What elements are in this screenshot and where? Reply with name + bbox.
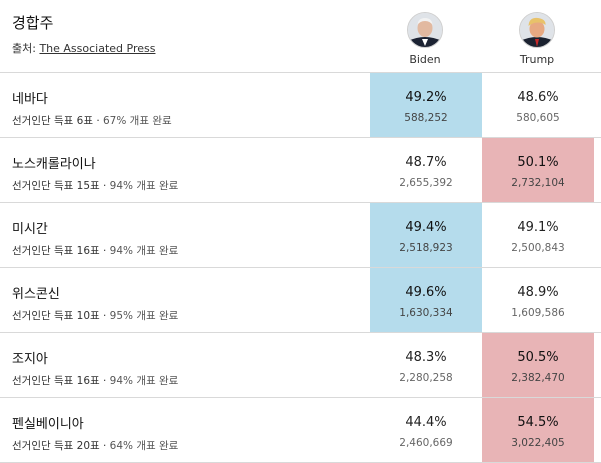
trump-percent: 49.1% [517, 220, 559, 235]
trump-result-cell: 54.5% 3,022,405 [482, 398, 594, 462]
count-progress: 64% 개표 완료 [109, 440, 179, 452]
state-name: 조지아 [12, 352, 48, 367]
separator-dot: · [99, 375, 110, 387]
trump-percent: 50.1% [517, 155, 559, 170]
electoral-votes: 선거인단 득표 6표 [12, 115, 93, 127]
biden-result-cell: 48.7% 2,655,392 [370, 138, 482, 202]
trump-votes: 1,609,586 [511, 307, 565, 319]
trump-votes: 2,382,470 [511, 372, 565, 384]
electoral-votes: 선거인단 득표 20표 [12, 440, 100, 452]
trump-result-cell: 50.1% 2,732,104 [482, 138, 594, 202]
trump-votes: 2,500,843 [511, 242, 565, 254]
separator-dot: · [99, 310, 110, 322]
trump-result-cell: 48.6% 580,605 [482, 73, 594, 137]
trump-votes: 2,732,104 [511, 177, 565, 189]
electoral-votes: 선거인단 득표 16표 [12, 245, 100, 257]
trump-result-cell: 49.1% 2,500,843 [482, 203, 594, 267]
state-name: 노스캐롤라이나 [12, 157, 96, 172]
biden-percent: 49.6% [405, 285, 447, 300]
biden-result-cell: 49.4% 2,518,923 [370, 203, 482, 267]
biden-votes: 1,630,334 [399, 307, 453, 319]
trump-percent: 54.5% [517, 415, 559, 430]
biden-percent: 49.4% [405, 220, 447, 235]
biden-votes: 2,518,923 [399, 242, 453, 254]
count-progress: 94% 개표 완료 [109, 180, 179, 192]
page-title: 경합주 [12, 14, 54, 32]
electoral-votes: 선거인단 득표 16표 [12, 375, 100, 387]
state-name: 미시간 [12, 222, 48, 237]
biden-percent: 48.7% [405, 155, 447, 170]
state-meta: 선거인단 득표 10표 · 95% 개표 완료 [12, 308, 178, 323]
state-meta: 선거인단 득표 16표 · 94% 개표 완료 [12, 243, 178, 258]
biden-result-cell: 49.6% 1,630,334 [370, 268, 482, 332]
biden-percent: 48.3% [405, 350, 447, 365]
count-progress: 94% 개표 완료 [109, 245, 179, 257]
biden-votes: 588,252 [404, 112, 448, 124]
biden-result-cell: 49.2% 588,252 [370, 73, 482, 137]
trump-result-cell: 48.9% 1,609,586 [482, 268, 594, 332]
candidate-header-biden: Biden [370, 12, 480, 66]
biden-votes: 2,280,258 [399, 372, 453, 384]
count-progress: 67% 개표 완료 [103, 115, 172, 127]
biden-percent: 44.4% [405, 415, 447, 430]
source-label: 출처: [12, 42, 40, 55]
state-name: 펜실베이니아 [12, 417, 84, 432]
biden-avatar [407, 12, 443, 48]
biden-result-cell: 48.3% 2,280,258 [370, 333, 482, 397]
separator-dot: · [99, 245, 110, 257]
count-progress: 94% 개표 완료 [109, 375, 179, 387]
state-meta: 선거인단 득표 20표 · 64% 개표 완료 [12, 438, 178, 453]
trump-votes: 580,605 [516, 112, 560, 124]
source-line: 출처: The Associated Press [12, 40, 155, 56]
source-link[interactable]: The Associated Press [39, 42, 156, 55]
trump-percent: 48.6% [517, 90, 559, 105]
trump-avatar [519, 12, 555, 48]
electoral-votes: 선거인단 득표 10표 [12, 310, 100, 322]
state-name: 네바다 [12, 92, 48, 107]
biden-result-cell: 44.4% 2,460,669 [370, 398, 482, 462]
state-meta: 선거인단 득표 16표 · 94% 개표 완료 [12, 373, 178, 388]
trump-name: Trump [519, 53, 555, 66]
candidate-header-trump: Trump [482, 12, 592, 66]
electoral-votes: 선거인단 득표 15표 [12, 180, 100, 192]
state-meta: 선거인단 득표 15표 · 94% 개표 완료 [12, 178, 178, 193]
trump-result-cell: 50.5% 2,382,470 [482, 333, 594, 397]
biden-name: Biden [409, 53, 441, 66]
table-header: 경합주 출처: The Associated Press Biden [0, 0, 601, 73]
count-progress: 95% 개표 완료 [109, 310, 179, 322]
trump-percent: 50.5% [517, 350, 559, 365]
separator-dot: · [92, 115, 103, 127]
trump-votes: 3,022,405 [511, 437, 565, 449]
state-meta: 선거인단 득표 6표 · 67% 개표 완료 [12, 113, 172, 128]
separator-dot: · [99, 440, 110, 452]
biden-percent: 49.2% [405, 90, 447, 105]
biden-votes: 2,460,669 [399, 437, 453, 449]
state-name: 위스콘신 [12, 287, 60, 302]
trump-percent: 48.9% [517, 285, 559, 300]
separator-dot: · [99, 180, 110, 192]
biden-votes: 2,655,392 [399, 177, 453, 189]
